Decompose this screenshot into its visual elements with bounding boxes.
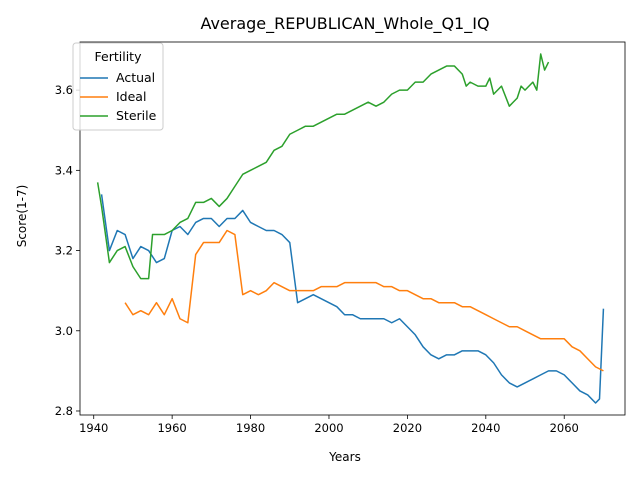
chart-title: Average_REPUBLICAN_Whole_Q1_IQ xyxy=(200,14,489,34)
legend-label-sterile: Sterile xyxy=(116,108,157,123)
legend-label-actual: Actual xyxy=(116,70,155,85)
series-line-actual xyxy=(100,194,605,404)
y-tick-label: 3.0 xyxy=(55,324,73,338)
legend-title: Fertility xyxy=(95,49,143,64)
y-tick-label: 3.6 xyxy=(55,83,73,97)
plot-frame xyxy=(79,41,626,416)
x-tick-label: 2020 xyxy=(393,421,422,435)
x-tick-label: 2000 xyxy=(314,421,343,435)
x-tick-label: 2060 xyxy=(550,421,579,435)
x-tick-label: 1960 xyxy=(157,421,186,435)
legend: Fertility Actual Ideal Sterile xyxy=(72,42,164,131)
y-tick-label: 2.8 xyxy=(55,404,73,418)
y-axis-label: Score(1-7) xyxy=(15,185,29,248)
legend-box xyxy=(72,42,164,131)
y-tick-label: 3.4 xyxy=(55,163,73,177)
x-axis-label: Years xyxy=(328,450,361,464)
plot-area xyxy=(96,53,605,404)
series-line-ideal xyxy=(124,229,604,372)
series-line-sterile xyxy=(96,53,550,280)
axes: 1940 1960 1980 2000 2020 2040 2060 2.8 3.0 3.2 3.4… xyxy=(55,41,626,435)
x-tick-label: 1940 xyxy=(79,421,108,435)
x-tick-label: 1980 xyxy=(236,421,265,435)
y-tick-label: 3.2 xyxy=(55,244,73,258)
legend-label-ideal: Ideal xyxy=(116,89,146,104)
x-tick-label: 2040 xyxy=(471,421,500,435)
